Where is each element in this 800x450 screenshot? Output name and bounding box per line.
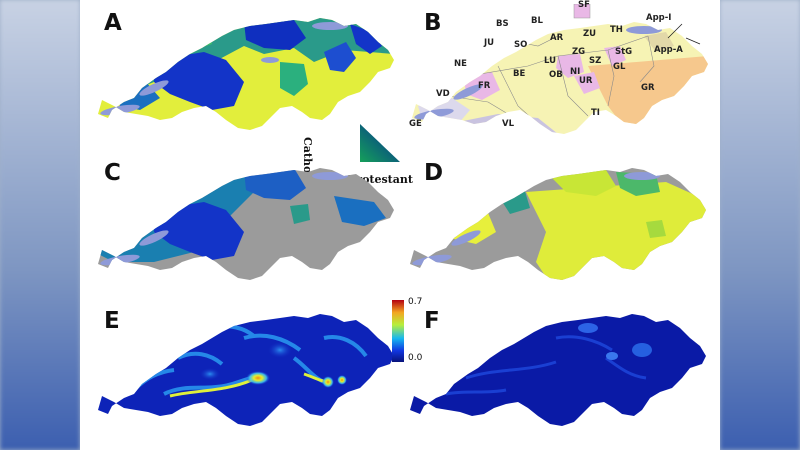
canton-label: NI [570,67,581,77]
legend-triangle [360,124,400,162]
map-e-heatmap [98,314,394,426]
canton-label: ZU [583,29,597,39]
panel-label-f: F [424,308,440,334]
canton-label: LU [544,56,557,66]
canton-label: ZG [572,47,586,57]
canton-label: JU [484,38,495,48]
canton-label: VD [436,89,450,99]
canton-label: TH [610,25,623,35]
figure-panel: A Catholic Protestant B [80,0,720,450]
canton-label: SO [514,40,528,50]
canton-label: OB [549,70,563,80]
right-background-strip [720,0,800,450]
panel-label-d: D [424,160,444,186]
map-d-catholic-only [410,168,706,280]
map-a-religion [98,18,394,130]
colorbar-max-label: 0.7 [408,297,423,307]
canton-label: TI [591,108,600,118]
canton-label: BE [513,69,526,79]
panel-label-e: E [104,308,120,334]
canton-label: AR [550,33,564,43]
panel-label-b: B [424,10,442,36]
map-b-cantons [412,4,708,134]
panel-label-c: C [104,160,121,186]
left-background-strip [0,0,80,450]
map-c-protestant-only [98,168,394,280]
map-f-heatmap [410,314,706,426]
canton-label: BS [496,19,509,29]
canton-label: FR [478,81,491,91]
canton-label: BL [531,16,543,26]
canton-label: NE [454,59,467,69]
colorbar [392,300,404,362]
canton-label: VL [502,119,514,129]
canton-label: UR [579,76,593,86]
canton-label: GR [641,83,655,93]
panel-label-a: A [104,10,122,36]
canton-label: GL [613,62,626,72]
canton-label: GE [409,119,422,129]
canton-label: App-A [654,45,683,55]
colorbar-min-label: 0.0 [408,353,423,363]
canton-label: App-I [646,13,672,23]
canton-label: StG [615,47,633,57]
canton-label: SZ [589,56,602,66]
canton-label: SF [578,0,590,10]
